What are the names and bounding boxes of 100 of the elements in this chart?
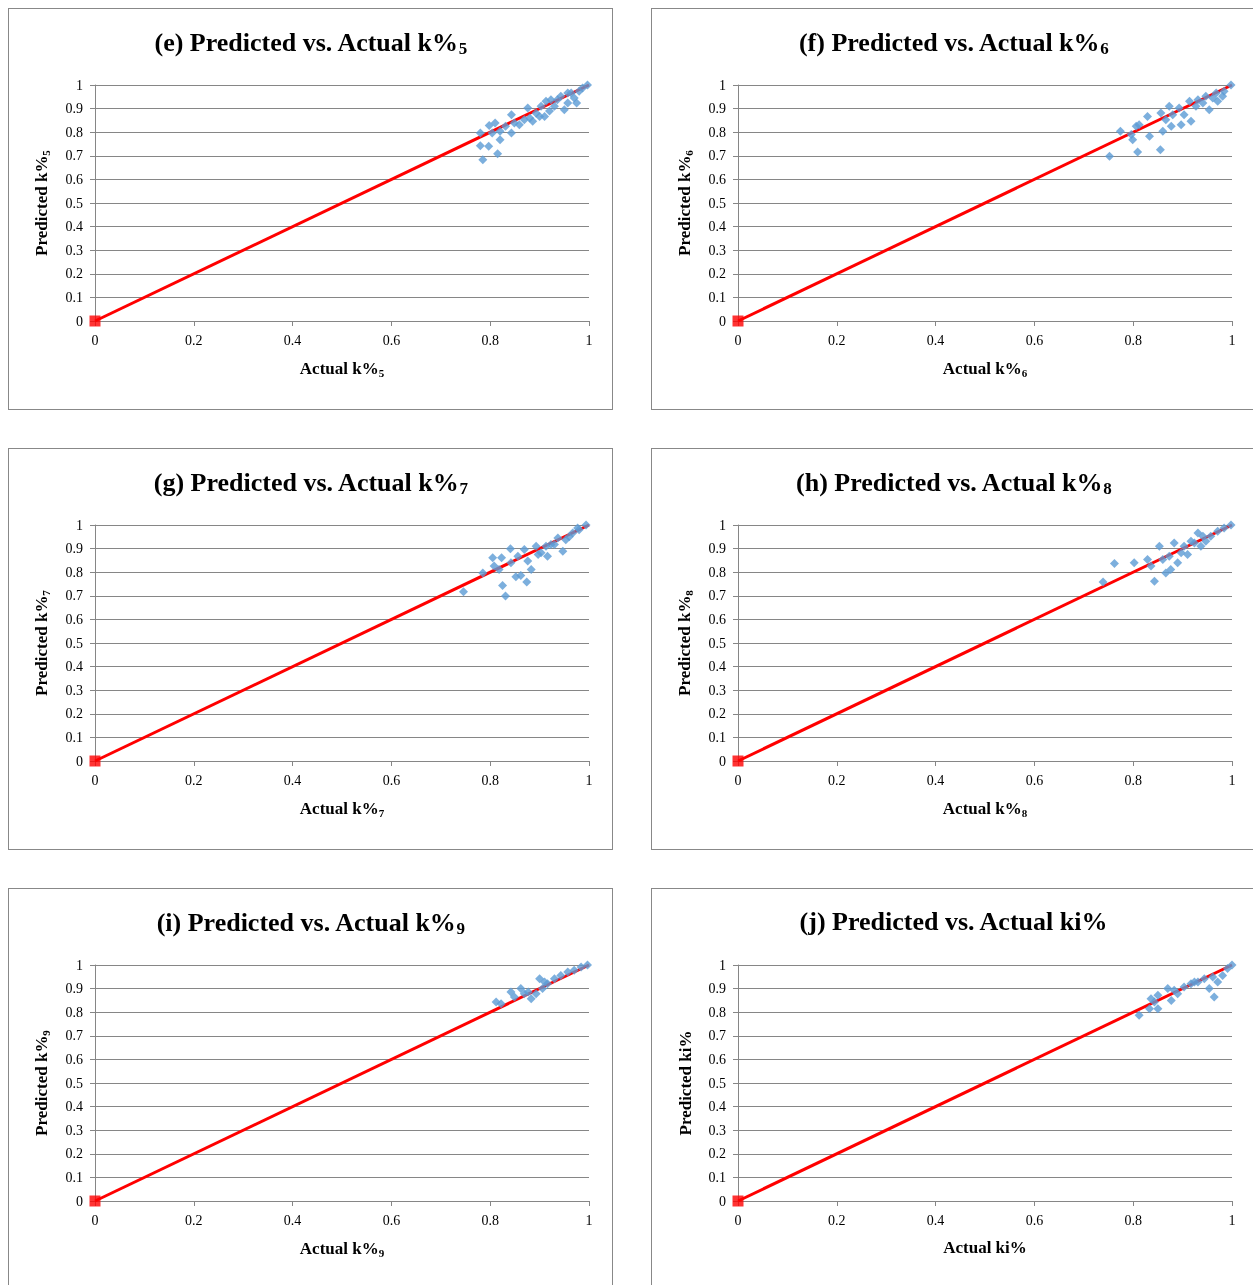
y-tick-label: 0.9 — [65, 981, 83, 997]
x-tick-label: 0 — [734, 332, 742, 348]
y-axis-title: Predicted k%6 — [675, 149, 695, 256]
y-tick-label: 0.4 — [708, 219, 726, 235]
y-tick-label: 0.8 — [65, 564, 83, 580]
y-tick-label: 0.1 — [65, 729, 83, 745]
x-tick-label: 0.6 — [382, 1212, 401, 1228]
y-tick-label: 0 — [76, 753, 83, 769]
x-tick-label: 0.6 — [382, 332, 401, 348]
y-tick-label: 0.2 — [65, 266, 83, 282]
x-tick-label: 1 — [585, 1212, 593, 1228]
y-tick-label: 0.2 — [708, 706, 726, 722]
y-tick-label: 0.8 — [65, 1004, 83, 1020]
chart-title: (j) Predicted vs. Actual ki% — [799, 906, 1108, 936]
y-tick-label: 0.5 — [65, 195, 83, 211]
x-tick-label: 0 — [734, 772, 742, 788]
x-tick-label: 0.2 — [185, 332, 203, 348]
y-tick-label: 0.4 — [65, 659, 83, 675]
y-tick-label: 0.7 — [65, 1028, 83, 1044]
y-tick-label: 0.1 — [65, 289, 83, 305]
y-tick-label: 0.4 — [708, 659, 726, 675]
y-tick-label: 0.7 — [65, 588, 83, 604]
x-tick-label: 0.8 — [1124, 332, 1142, 348]
y-tick-label: 0.7 — [708, 588, 726, 604]
y-tick-label: 0.9 — [708, 101, 726, 117]
y-tick-label: 0.6 — [708, 1051, 726, 1067]
y-tick-label: 0.5 — [65, 635, 83, 651]
x-tick-label: 1 — [1228, 332, 1236, 348]
y-tick-label: 1 — [719, 77, 726, 93]
x-tick-label: 0 — [734, 1212, 742, 1228]
y-axis-title: Predicted k%7 — [32, 589, 52, 696]
y-tick-label: 0 — [76, 313, 83, 329]
x-tick-label: 0.6 — [1025, 332, 1044, 348]
y-tick-label: 1 — [76, 517, 83, 533]
y-tick-label: 0.6 — [65, 611, 83, 627]
x-tick-label: 0.8 — [481, 772, 499, 788]
x-tick-label: 0.2 — [828, 1212, 846, 1228]
x-tick-label: 0.2 — [828, 332, 846, 348]
x-tick-label: 0.8 — [1124, 772, 1142, 788]
y-tick-label: 0.3 — [708, 682, 726, 698]
x-tick-label: 0.4 — [283, 772, 302, 788]
y-tick-label: 0.6 — [65, 1051, 83, 1067]
y-tick-label: 1 — [76, 957, 83, 973]
y-tick-label: 0.3 — [65, 1122, 83, 1138]
y-tick-label: 0.3 — [708, 1122, 726, 1138]
y-tick-label: 0.7 — [65, 148, 83, 164]
y-tick-label: 0.1 — [65, 1169, 83, 1185]
x-tick-label: 0.2 — [185, 1212, 203, 1228]
y-tick-label: 0.3 — [65, 682, 83, 698]
x-tick-label: 0.8 — [481, 1212, 499, 1228]
x-tick-label: 0.4 — [926, 332, 945, 348]
y-axis-title: Predicted k%8 — [675, 589, 695, 696]
x-tick-label: 0.2 — [828, 772, 846, 788]
x-axis-title: Actual ki% — [943, 1238, 1027, 1257]
y-tick-label: 0.7 — [708, 148, 726, 164]
y-tick-label: 0.9 — [65, 541, 83, 557]
y-tick-label: 0.2 — [708, 266, 726, 282]
x-tick-label: 1 — [585, 332, 593, 348]
x-tick-label: 0.6 — [1025, 1212, 1044, 1228]
y-axis-title: Predicted k%5 — [32, 149, 52, 256]
x-tick-label: 0.4 — [926, 772, 945, 788]
x-tick-label: 1 — [1228, 772, 1236, 788]
y-tick-label: 0.6 — [708, 611, 726, 627]
y-tick-label: 0.9 — [708, 541, 726, 557]
x-tick-label: 0.6 — [1025, 772, 1044, 788]
y-tick-label: 0.4 — [708, 1099, 726, 1115]
y-tick-label: 0.9 — [708, 981, 726, 997]
y-axis-title: Predicted ki% — [676, 1030, 695, 1136]
y-tick-label: 0.3 — [708, 242, 726, 258]
y-tick-label: 0.5 — [708, 195, 726, 211]
y-tick-label: 0.1 — [708, 289, 726, 305]
y-tick-label: 0.5 — [708, 635, 726, 651]
y-tick-label: 0.8 — [65, 124, 83, 140]
y-tick-label: 0.1 — [708, 729, 726, 745]
y-tick-label: 0.2 — [65, 1146, 83, 1162]
x-tick-label: 0 — [91, 772, 99, 788]
x-tick-label: 0.2 — [185, 772, 203, 788]
x-tick-label: 0.6 — [382, 772, 401, 788]
x-tick-label: 0 — [91, 332, 99, 348]
y-tick-label: 0.8 — [708, 564, 726, 580]
x-tick-label: 0.8 — [481, 332, 499, 348]
y-tick-label: 0.4 — [65, 219, 83, 235]
y-tick-label: 0.6 — [708, 171, 726, 187]
x-tick-label: 1 — [585, 772, 593, 788]
y-axis-title: Predicted k%9 — [32, 1029, 52, 1136]
y-tick-label: 0.3 — [65, 242, 83, 258]
y-tick-label: 0 — [719, 753, 726, 769]
x-tick-label: 0.8 — [1124, 1212, 1142, 1228]
x-tick-label: 1 — [1228, 1212, 1236, 1228]
y-tick-label: 0.1 — [708, 1169, 726, 1185]
y-tick-label: 1 — [719, 517, 726, 533]
y-tick-label: 0 — [719, 313, 726, 329]
y-tick-label: 0.7 — [708, 1028, 726, 1044]
y-tick-label: 0 — [719, 1193, 726, 1209]
x-tick-label: 0.4 — [283, 332, 302, 348]
y-tick-label: 0.5 — [65, 1075, 83, 1091]
x-tick-label: 0.4 — [926, 1212, 945, 1228]
y-tick-label: 0.6 — [65, 171, 83, 187]
y-tick-label: 0.8 — [708, 124, 726, 140]
y-tick-label: 0.8 — [708, 1004, 726, 1020]
